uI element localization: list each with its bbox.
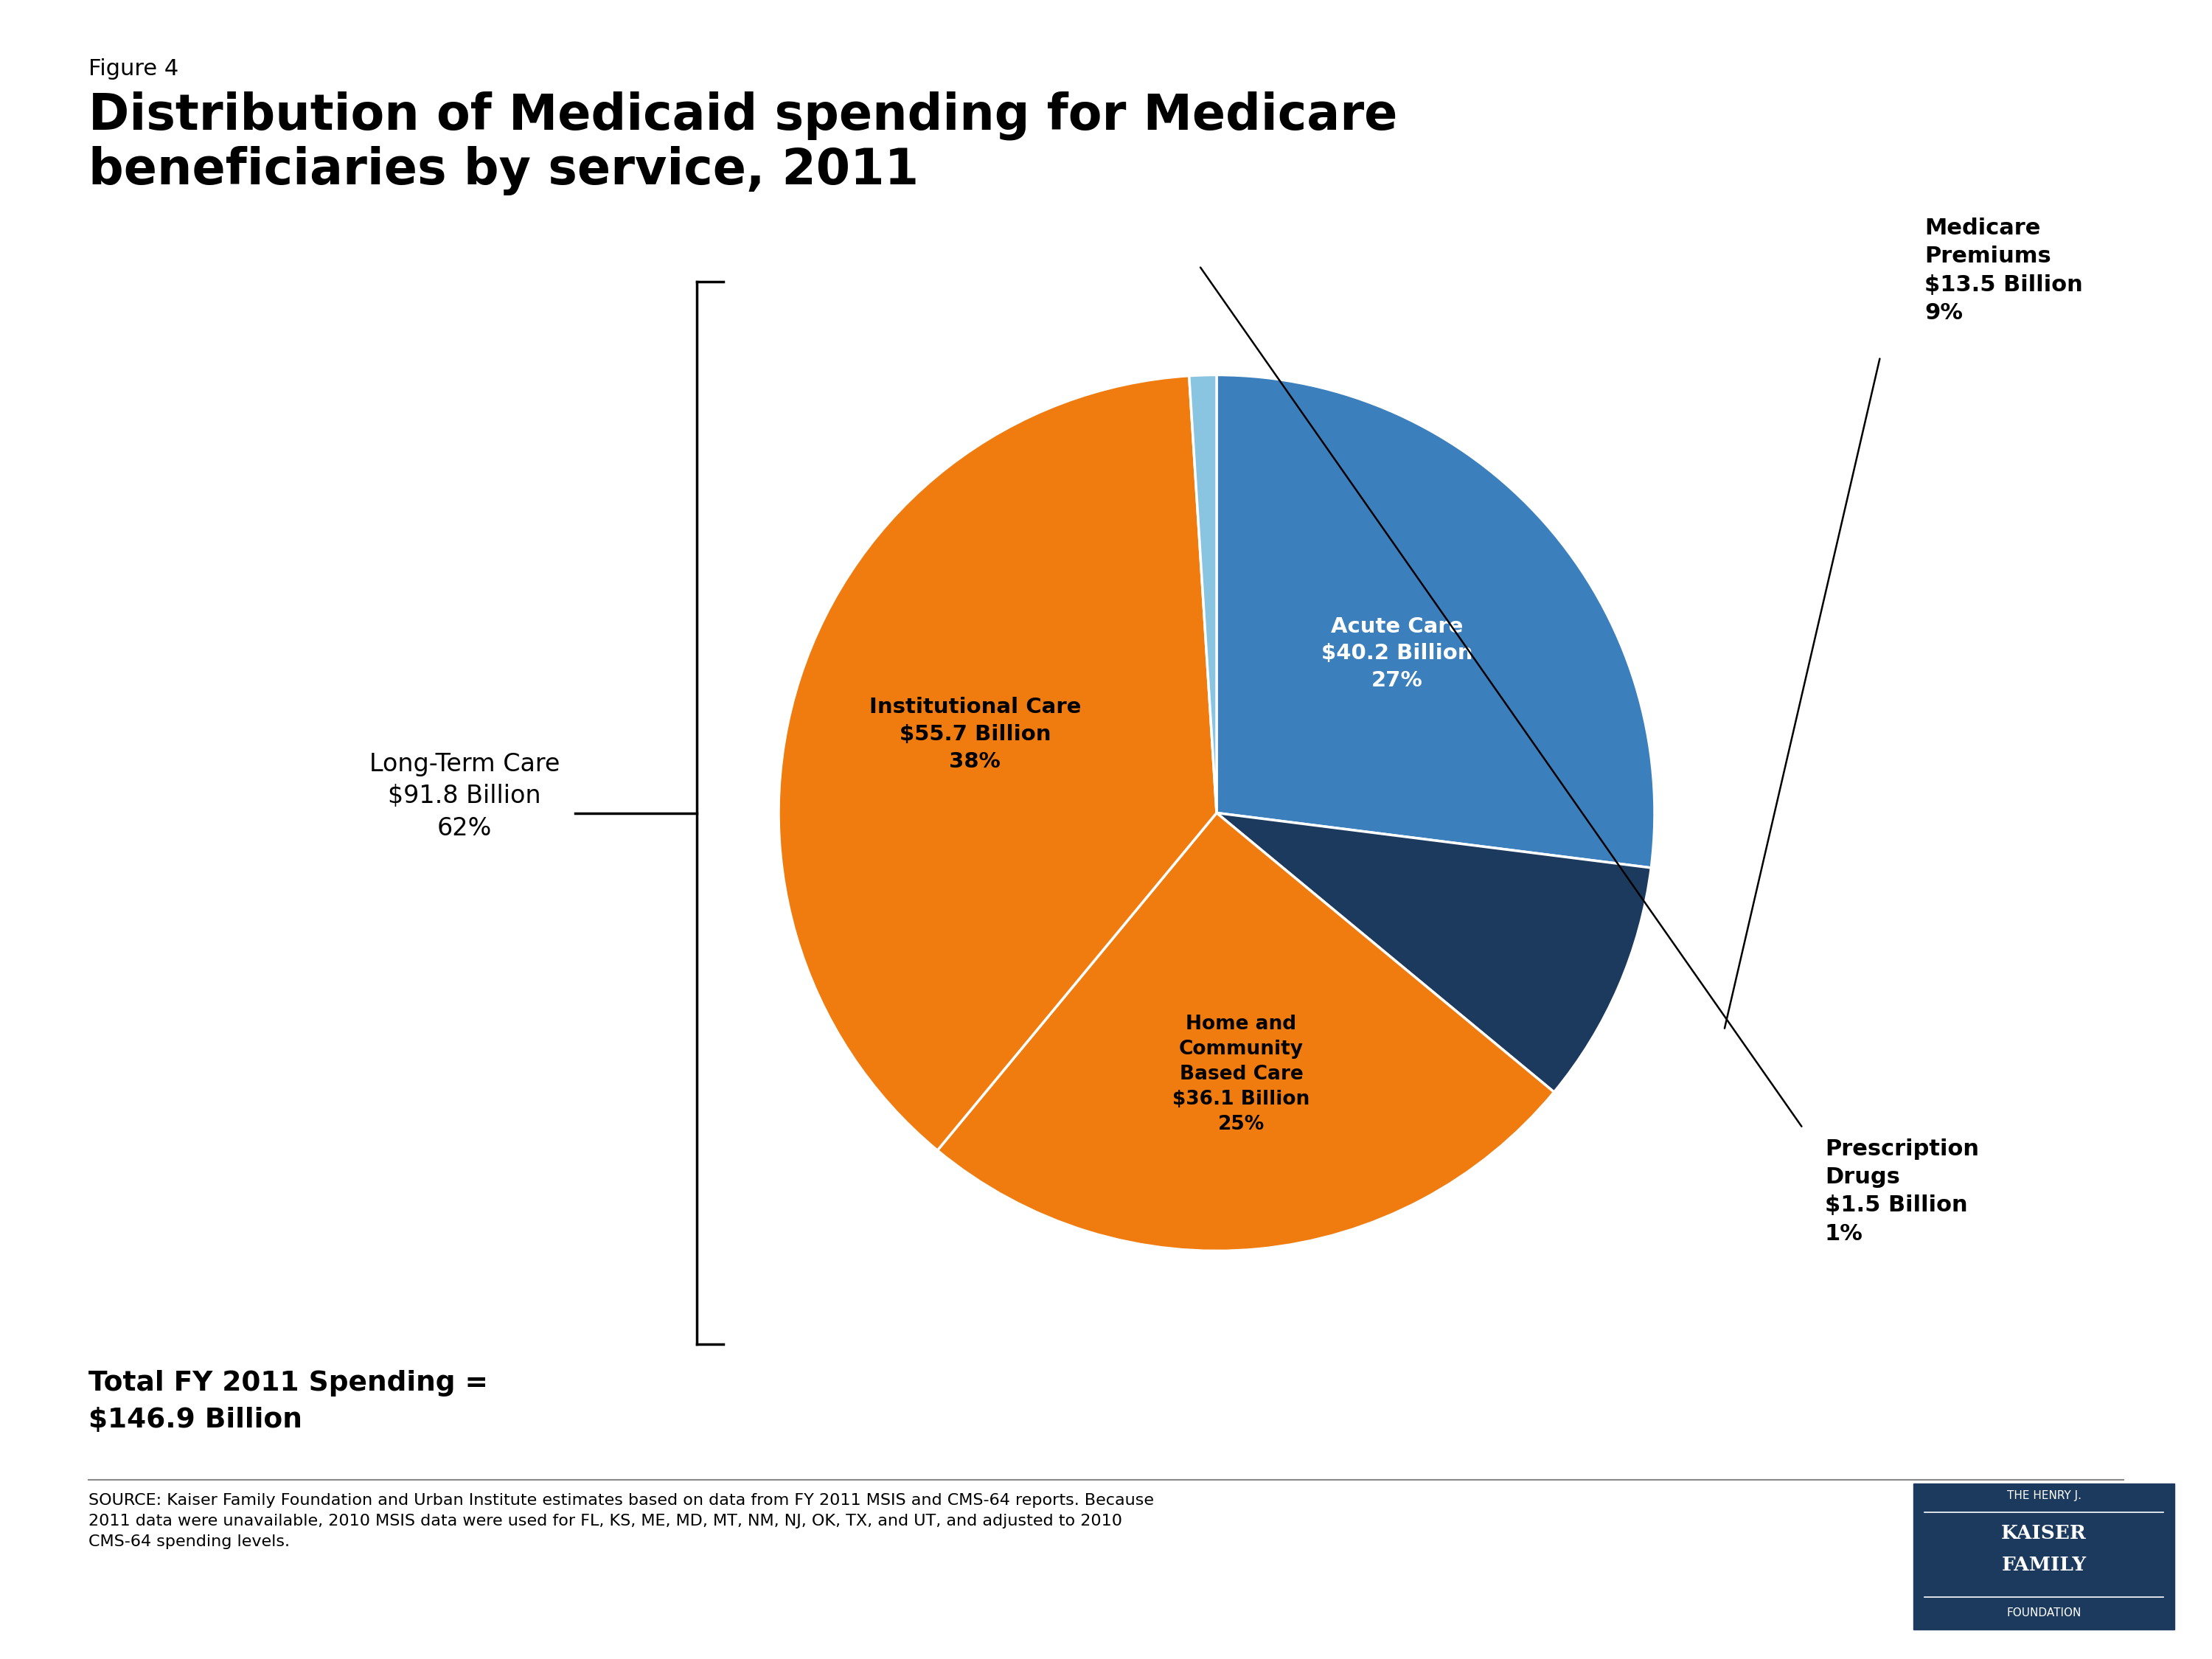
Text: KAISER: KAISER xyxy=(2002,1525,2086,1543)
Text: FAMILY: FAMILY xyxy=(2002,1556,2086,1574)
Text: Acute Care
$40.2 Billion
27%: Acute Care $40.2 Billion 27% xyxy=(1321,615,1473,692)
Text: Total FY 2011 Spending =
$146.9 Billion: Total FY 2011 Spending = $146.9 Billion xyxy=(88,1370,489,1433)
Text: Medicare
Premiums
$13.5 Billion
9%: Medicare Premiums $13.5 Billion 9% xyxy=(1924,217,2084,324)
Text: FOUNDATION: FOUNDATION xyxy=(2006,1608,2081,1618)
Text: Distribution of Medicaid spending for Medicare
beneficiaries by service, 2011: Distribution of Medicaid spending for Me… xyxy=(88,91,1398,196)
Text: Institutional Care
$55.7 Billion
38%: Institutional Care $55.7 Billion 38% xyxy=(869,697,1082,771)
Wedge shape xyxy=(1217,375,1655,868)
Wedge shape xyxy=(1190,375,1217,813)
Text: Prescription
Drugs
$1.5 Billion
1%: Prescription Drugs $1.5 Billion 1% xyxy=(1825,1138,1980,1244)
Wedge shape xyxy=(779,377,1217,1150)
Wedge shape xyxy=(938,813,1555,1251)
Text: Long-Term Care
$91.8 Billion
62%: Long-Term Care $91.8 Billion 62% xyxy=(369,752,560,841)
Text: SOURCE: Kaiser Family Foundation and Urban Institute estimates based on data fro: SOURCE: Kaiser Family Foundation and Urb… xyxy=(88,1493,1155,1550)
Text: Home and
Community
Based Care
$36.1 Billion
25%: Home and Community Based Care $36.1 Bill… xyxy=(1172,1015,1310,1135)
Text: THE HENRY J.: THE HENRY J. xyxy=(2006,1490,2081,1501)
Text: Figure 4: Figure 4 xyxy=(88,58,179,80)
Wedge shape xyxy=(1217,813,1650,1092)
FancyBboxPatch shape xyxy=(1913,1483,2174,1629)
